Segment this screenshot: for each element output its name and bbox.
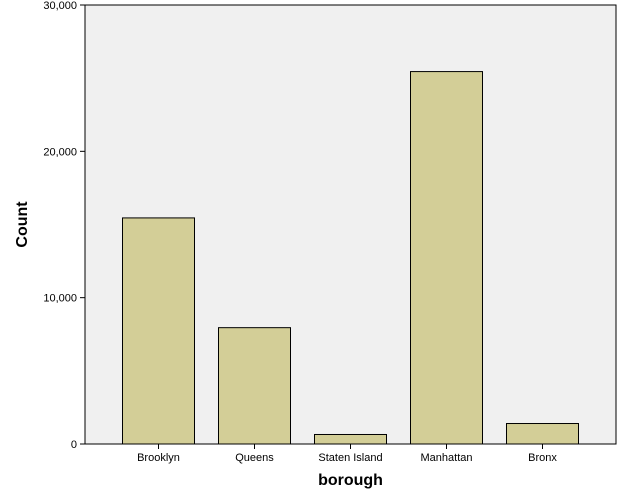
y-axis-title: Count [14, 201, 31, 248]
y-tick-label: 10,000 [43, 293, 77, 305]
y-tick-label: 0 [71, 439, 77, 451]
bars-group [122, 71, 579, 445]
x-tick-label-manhattan: Manhattan [421, 452, 473, 464]
bar-manhattan [410, 71, 483, 445]
x-tick-label-queens: Queens [235, 452, 274, 464]
y-tick-label: 20,000 [43, 146, 77, 158]
x-tick-label-bronx: Bronx [528, 452, 557, 464]
x-tick-label-brooklyn: Brooklyn [137, 452, 180, 464]
x-axis: Brooklyn Queens Staten Island Manhattan Bron… [137, 444, 557, 464]
bar-brooklyn [122, 217, 195, 445]
bar-queens [218, 327, 291, 445]
y-axis: 0 10,000 20,000 30,000 [43, 0, 85, 451]
x-tick-label-staten-island: Staten Island [318, 452, 382, 464]
bar-staten-island [314, 433, 387, 445]
y-tick-label: 30,000 [43, 0, 77, 12]
x-axis-title: borough [318, 472, 383, 489]
bar-bronx [506, 423, 579, 445]
